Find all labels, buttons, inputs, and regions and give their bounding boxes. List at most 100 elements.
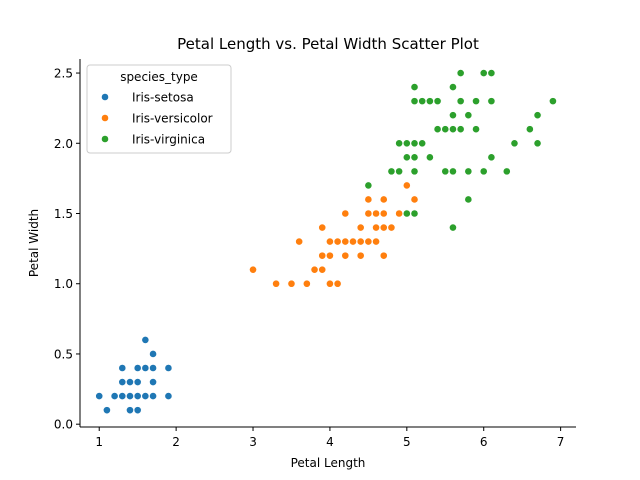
data-point-iris-versicolor bbox=[379, 251, 388, 260]
data-point-iris-virginica bbox=[402, 139, 411, 148]
data-point-iris-virginica bbox=[418, 139, 427, 148]
data-point-iris-setosa bbox=[133, 406, 142, 415]
legend-label-iris-virginica: Iris-virginica bbox=[132, 133, 205, 147]
data-point-iris-virginica bbox=[533, 139, 542, 148]
y-tick-label: 2.5 bbox=[54, 67, 73, 81]
x-tick-label: 2 bbox=[172, 435, 180, 449]
data-point-iris-versicolor bbox=[372, 223, 380, 232]
data-point-iris-virginica bbox=[449, 125, 457, 134]
y-tick-label: 2.0 bbox=[54, 137, 73, 151]
data-point-iris-setosa bbox=[118, 378, 127, 386]
data-point-iris-setosa bbox=[141, 392, 150, 400]
data-point-iris-virginica bbox=[418, 97, 427, 106]
data-point-iris-versicolor bbox=[364, 209, 373, 218]
data-point-iris-virginica bbox=[433, 125, 442, 134]
data-point-iris-virginica bbox=[502, 167, 511, 176]
data-point-iris-versicolor bbox=[341, 251, 350, 260]
legend-frame bbox=[86, 64, 232, 154]
y-tick-label: 1.5 bbox=[54, 207, 73, 221]
data-point-iris-virginica bbox=[472, 97, 480, 106]
data-point-iris-versicolor bbox=[395, 209, 404, 218]
data-point-iris-setosa bbox=[149, 364, 157, 372]
data-point-iris-virginica bbox=[464, 195, 473, 204]
data-point-iris-virginica bbox=[456, 69, 465, 77]
data-point-iris-versicolor bbox=[287, 279, 296, 288]
data-point-iris-versicolor bbox=[272, 279, 280, 288]
legend-label-iris-versicolor: Iris-versicolor bbox=[132, 112, 213, 126]
data-point-iris-virginica bbox=[410, 97, 419, 106]
data-point-iris-virginica bbox=[449, 223, 457, 232]
legend-label-iris-setosa: Iris-setosa bbox=[132, 91, 194, 105]
legend-title: species_type bbox=[120, 70, 198, 84]
data-point-iris-virginica bbox=[456, 97, 465, 106]
data-point-iris-versicolor bbox=[356, 237, 365, 246]
data-point-iris-virginica bbox=[472, 125, 480, 134]
points-layer bbox=[95, 69, 557, 415]
data-point-iris-versicolor bbox=[310, 265, 319, 274]
data-point-iris-virginica bbox=[525, 125, 534, 134]
data-point-iris-setosa bbox=[126, 392, 134, 400]
data-point-iris-versicolor bbox=[379, 209, 388, 218]
data-point-iris-setosa bbox=[141, 336, 150, 344]
data-point-iris-setosa bbox=[149, 350, 157, 358]
data-point-iris-versicolor bbox=[249, 265, 257, 274]
data-point-iris-versicolor bbox=[333, 237, 342, 246]
x-tick-label: 7 bbox=[557, 435, 565, 449]
data-point-iris-virginica bbox=[425, 153, 434, 162]
data-point-iris-virginica bbox=[487, 153, 496, 162]
y-tick-label: 1.0 bbox=[54, 277, 73, 291]
y-tick-label: 0.0 bbox=[54, 418, 73, 432]
y-ticks: 0.0 0.5 1.0 1.5 2.0 2.5 bbox=[54, 67, 80, 432]
data-point-iris-virginica bbox=[410, 167, 419, 176]
data-point-iris-versicolor bbox=[302, 279, 311, 288]
data-point-iris-setosa bbox=[103, 406, 111, 415]
data-point-iris-versicolor bbox=[326, 279, 334, 288]
data-point-iris-virginica bbox=[410, 209, 419, 218]
data-point-iris-versicolor bbox=[341, 237, 350, 246]
data-point-iris-setosa bbox=[133, 392, 142, 400]
data-point-iris-versicolor bbox=[318, 251, 327, 260]
data-point-iris-setosa bbox=[118, 392, 127, 400]
data-point-iris-virginica bbox=[410, 139, 419, 148]
data-point-iris-virginica bbox=[433, 97, 442, 106]
data-point-iris-setosa bbox=[164, 364, 173, 372]
data-point-iris-virginica bbox=[449, 111, 457, 120]
legend-items: Iris-setosa Iris-versicolor Iris-virginica bbox=[101, 91, 213, 147]
data-point-iris-virginica bbox=[387, 167, 396, 176]
data-point-iris-setosa bbox=[126, 406, 134, 415]
data-point-iris-versicolor bbox=[410, 195, 419, 204]
data-point-iris-setosa bbox=[141, 364, 150, 372]
data-point-iris-virginica bbox=[487, 97, 496, 106]
data-point-iris-versicolor bbox=[364, 195, 373, 204]
data-point-iris-setosa bbox=[110, 392, 119, 400]
data-point-iris-setosa bbox=[95, 392, 104, 400]
legend-marker-iris-setosa bbox=[101, 93, 109, 101]
data-point-iris-versicolor bbox=[379, 195, 388, 204]
data-point-iris-versicolor bbox=[326, 237, 334, 246]
data-point-iris-versicolor bbox=[318, 265, 327, 274]
data-point-iris-virginica bbox=[549, 97, 557, 106]
data-point-iris-versicolor bbox=[349, 237, 357, 246]
data-point-iris-virginica bbox=[395, 139, 404, 148]
legend: species_type Iris-setosaIris-versicolorI… bbox=[86, 64, 232, 154]
data-point-iris-setosa bbox=[164, 392, 173, 400]
data-point-iris-versicolor bbox=[318, 223, 327, 232]
data-point-iris-setosa bbox=[133, 378, 142, 386]
x-ticks: 1 2 3 4 5 6 7 bbox=[95, 427, 564, 449]
data-point-iris-virginica bbox=[479, 69, 488, 77]
x-axis-label: Petal Length bbox=[291, 456, 366, 470]
data-point-iris-virginica bbox=[479, 167, 488, 176]
data-point-iris-virginica bbox=[449, 167, 457, 176]
data-point-iris-virginica bbox=[425, 97, 434, 106]
data-point-iris-virginica bbox=[510, 139, 519, 148]
x-tick-label: 4 bbox=[326, 435, 334, 449]
data-point-iris-virginica bbox=[487, 69, 496, 77]
data-point-iris-versicolor bbox=[326, 251, 334, 260]
data-point-iris-versicolor bbox=[372, 237, 380, 246]
data-point-iris-versicolor bbox=[341, 209, 350, 218]
data-point-iris-virginica bbox=[441, 125, 450, 134]
data-point-iris-versicolor bbox=[379, 223, 388, 232]
data-point-iris-virginica bbox=[364, 181, 373, 190]
y-axis-label: Petal Width bbox=[27, 209, 41, 277]
